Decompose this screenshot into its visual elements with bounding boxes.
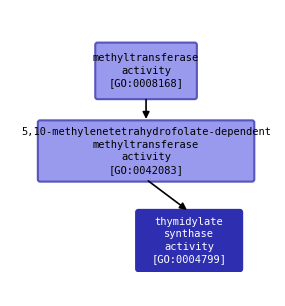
FancyBboxPatch shape [136, 210, 242, 271]
Text: thymidylate
synthase
activity
[GO:0004799]: thymidylate synthase activity [GO:000479… [152, 217, 227, 264]
Text: methyltransferase
activity
[GO:0008168]: methyltransferase activity [GO:0008168] [93, 54, 199, 88]
Text: 5,10-methylenetetrahydrofolate-dependent
methyltransferase
activity
[GO:0042083]: 5,10-methylenetetrahydrofolate-dependent… [21, 127, 271, 175]
FancyBboxPatch shape [95, 43, 197, 99]
FancyBboxPatch shape [38, 120, 254, 182]
